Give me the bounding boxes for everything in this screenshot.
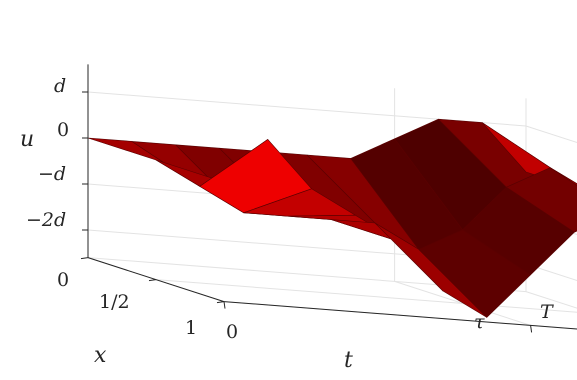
y-tick-1 (148, 279, 157, 282)
x-tick-label-0: 0 (226, 321, 238, 343)
x-tick-label-T: T (540, 301, 554, 323)
y-tick-label-half: 1/2 (99, 291, 130, 313)
x-tick-0 (223, 301, 226, 309)
axes (80, 64, 577, 333)
x-axis-line (223, 301, 577, 330)
y-tick-2 (216, 301, 225, 304)
grid-t-floor-2 (525, 291, 577, 309)
y-tick-label-1: 1 (185, 317, 197, 339)
z-axis-label: u (20, 127, 34, 152)
x-tick-label-tau: τ (474, 311, 485, 333)
x-tick-1 (530, 325, 533, 333)
y-tick-0 (80, 257, 89, 260)
y-axis-label: x (94, 343, 107, 368)
y-tick-label-0: 0 (57, 269, 69, 291)
surface-face-1-9 (549, 167, 577, 186)
grid-x-floor-2 (223, 301, 577, 330)
z-tick-label-d: d (54, 75, 66, 97)
z-tick-label-0: 0 (57, 119, 69, 141)
z-tick-label-neg-2d: −2d (26, 209, 66, 231)
z-tick-label-neg-d: −d (38, 163, 66, 185)
grid-side-z-0 (525, 125, 577, 144)
grid-side-z-3 (525, 263, 577, 282)
grid-x-floor-1 (155, 279, 577, 313)
surface (87, 118, 577, 318)
surface-face-1-8 (506, 167, 577, 233)
x-axis-label: t (344, 348, 353, 373)
